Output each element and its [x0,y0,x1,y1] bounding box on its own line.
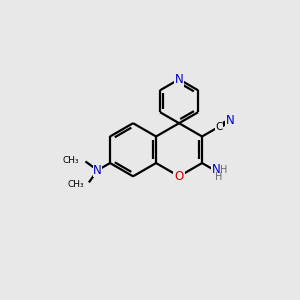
Text: CH₃: CH₃ [62,156,79,165]
Text: H: H [220,165,227,176]
Text: H: H [214,172,222,182]
Text: N: N [93,164,102,177]
Text: C: C [215,122,223,132]
Text: CH₃: CH₃ [68,180,84,189]
Text: N: N [226,114,235,128]
Text: O: O [174,170,184,183]
Text: N: N [212,163,220,176]
Text: N: N [175,73,183,86]
